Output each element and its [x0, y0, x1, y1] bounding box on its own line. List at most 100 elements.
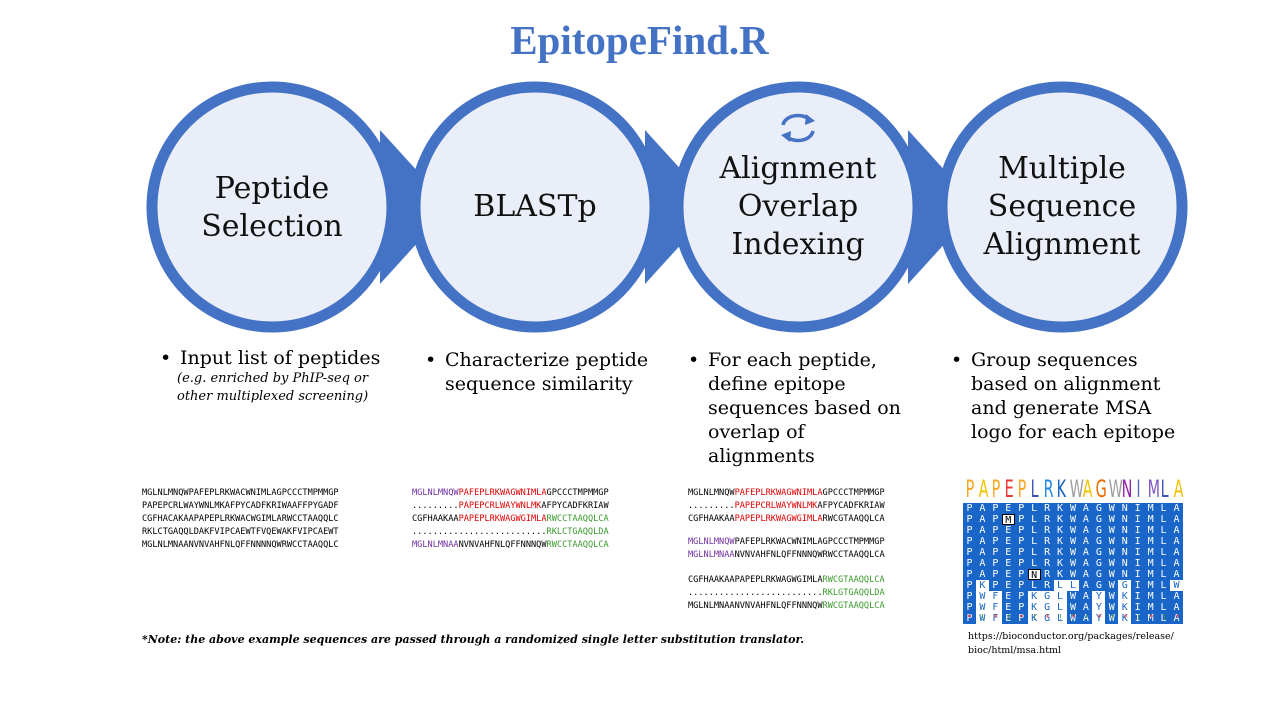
consensus-mark: *	[967, 613, 972, 622]
stage-circle-3	[672, 81, 924, 333]
url-line-1: https://bioconductor.org/packages/releas…	[968, 631, 1174, 642]
msa-cell: E	[1001, 613, 1015, 624]
msa-cell: E	[1001, 569, 1015, 580]
msa-cell: K	[1053, 514, 1067, 525]
sequence-segment: RWCGTAAQQLCA	[822, 601, 885, 611]
logo-letter: M	[1147, 475, 1161, 503]
sequence-segment: PAPEPLRKWAGWGIMLA	[458, 514, 547, 524]
msa-cell: P	[988, 547, 1002, 558]
msa-cell: E	[1001, 547, 1015, 558]
sequence-line: MGLNLMNAANVNVAHFNLQFFNNNNQWRWCCTAAQQLC	[142, 540, 339, 550]
msa-cell: L	[1066, 580, 1080, 591]
consensus-mark: *	[993, 613, 998, 622]
sequence-line: PAPEPCRLWAYWNLMKAFPYCADFKRIWAAFFPYGADF	[142, 501, 339, 511]
msa-cell: P	[1014, 602, 1028, 613]
consensus-mark: !	[980, 613, 985, 622]
msa-cell: K	[1053, 558, 1067, 569]
msa-cell: P	[988, 525, 1002, 536]
msa-cell: P	[963, 591, 976, 602]
sequence-segment: PAFEPLRKWAGWNIMLA	[458, 488, 547, 498]
consensus-mark: !	[1110, 613, 1115, 622]
msa-reference-url[interactable]: https://bioconductor.org/packages/releas…	[968, 630, 1174, 658]
msa-cell: A	[1079, 613, 1093, 624]
msa-cell: L	[1157, 602, 1170, 613]
logo-letter: P	[1017, 475, 1027, 503]
msa-cell: G	[1040, 613, 1054, 624]
msa-cell: L	[1157, 514, 1171, 525]
sequence-line: MGLNLMNQWPAFEPLRKWACWNIMLAGPCCCTMPMMGP	[142, 488, 339, 498]
sequence-segment: RKLGTGAQQLDA	[822, 588, 885, 598]
msa-cell: K	[1118, 591, 1132, 602]
msa-cell: I	[1131, 525, 1145, 536]
consensus-mark: !	[1032, 613, 1037, 622]
sequence-segment: AFPYCADFKRIAW	[541, 501, 609, 511]
sequence-line: MGLNLMNAANVNVAHFNLQFFNNNQWRWCCTAAQQLCA	[688, 549, 885, 562]
msa-cell: G	[1092, 503, 1106, 514]
sequence-segment: MGLNLMNQW	[688, 537, 735, 547]
msa-cell: P	[1014, 547, 1028, 558]
msa-cell: F	[988, 613, 1002, 624]
sequence-segment: CGFHAAKAA	[412, 514, 459, 524]
msa-cell: W	[1105, 514, 1119, 525]
consensus-mark: *	[1019, 613, 1024, 622]
sequence-line: MGLNLMNAANVNVAHFNLQFFNNNQWRWCCTAAQQLCA	[412, 539, 609, 552]
msa-cell: Y	[1092, 602, 1106, 613]
msa-cell: A	[1170, 525, 1183, 536]
sequence-segment: ..........................	[688, 588, 823, 598]
sequence-segment: MGLNLMNQW	[688, 488, 735, 498]
msa-cell: K	[1053, 503, 1067, 514]
msa-cell: K	[1053, 536, 1067, 547]
msa-cell: M	[1144, 547, 1158, 558]
msa-consensus: *! *! *! *! *! *! *! *! *	[963, 613, 1184, 622]
stage-label-alignment-overlap: Alignment Overlap Indexing	[719, 151, 877, 262]
msa-cell: N	[1118, 525, 1132, 536]
sequence-segment: PAPEPLRKWAGWGIMLA	[734, 514, 823, 524]
consensus-mark: !	[1058, 613, 1063, 622]
msa-cell: A	[975, 547, 989, 558]
msa-cell: P	[1014, 569, 1028, 580]
sequence-line: MGLNLMNQWPAFEPLRKWAGWNIMLAGPCCCTMPMMGP	[412, 487, 609, 500]
msa-cell: N	[1118, 569, 1132, 580]
sequence-segment: PAPEPCRLWAYWNLMK	[458, 501, 542, 511]
sequence-line: .........PAPEPCRLWAYWNLMKAFPYCADFKRIAW	[412, 500, 609, 513]
msa-cell: W	[1105, 525, 1119, 536]
msa-cell: G	[1040, 602, 1054, 613]
sequence-segment: RWCCTAAQQLCA	[546, 540, 609, 550]
msa-cell: E	[1001, 580, 1015, 591]
input-sequences: MGLNLMNQWPAFEPLRKWACWNIMLAGPCCCTMPMMGP PA…	[142, 487, 339, 552]
msa-cell: A	[1079, 514, 1093, 525]
stage-circle-4	[936, 81, 1188, 333]
stage-label-msa: Multiple Sequence Alignment	[983, 151, 1141, 262]
msa-cell: M	[1144, 613, 1158, 624]
msa-cell: E	[1001, 536, 1015, 547]
msa-cell: A	[1170, 536, 1183, 547]
sequence-segment: RWCCTAAQQLCA	[546, 514, 609, 524]
logo-letter: N	[1121, 475, 1133, 503]
msa-cell: P	[963, 580, 976, 591]
msa-cell: L	[1053, 580, 1067, 591]
msa-cell: P	[1014, 514, 1028, 525]
msa-cell: A	[1170, 558, 1183, 569]
msa-cell: W	[1105, 602, 1119, 613]
msa-cell: P	[1014, 591, 1028, 602]
sequence-line: .........PAPEPCRLWAYWNLMKAFPYCADFKRIAW	[688, 500, 885, 513]
msa-cell: W	[1170, 580, 1183, 591]
bullet-text: Characterize peptide sequence similarity	[445, 349, 649, 395]
msa-cell: W	[975, 602, 989, 613]
bullet-alignment-overlap: • For each peptide, define epitope seque…	[688, 348, 913, 468]
stage-circle-1	[146, 81, 398, 333]
logo-letter: A	[978, 475, 989, 503]
consensus-mark: *	[1149, 613, 1154, 622]
sequence-segment: GPCCCTMPMMGP	[822, 488, 885, 498]
sequence-segment: AFPYCADFKRIAW	[817, 501, 885, 511]
msa-cell: W	[1105, 547, 1119, 558]
msa-cell: P	[963, 558, 976, 569]
msa-cell: P	[1014, 536, 1028, 547]
msa-cell: A	[1079, 569, 1093, 580]
msa-cell: I	[1131, 591, 1145, 602]
page-title: EpitopeFind.R	[510, 17, 769, 63]
msa-cell: A	[1170, 547, 1183, 558]
consensus-mark: *	[1097, 613, 1102, 622]
